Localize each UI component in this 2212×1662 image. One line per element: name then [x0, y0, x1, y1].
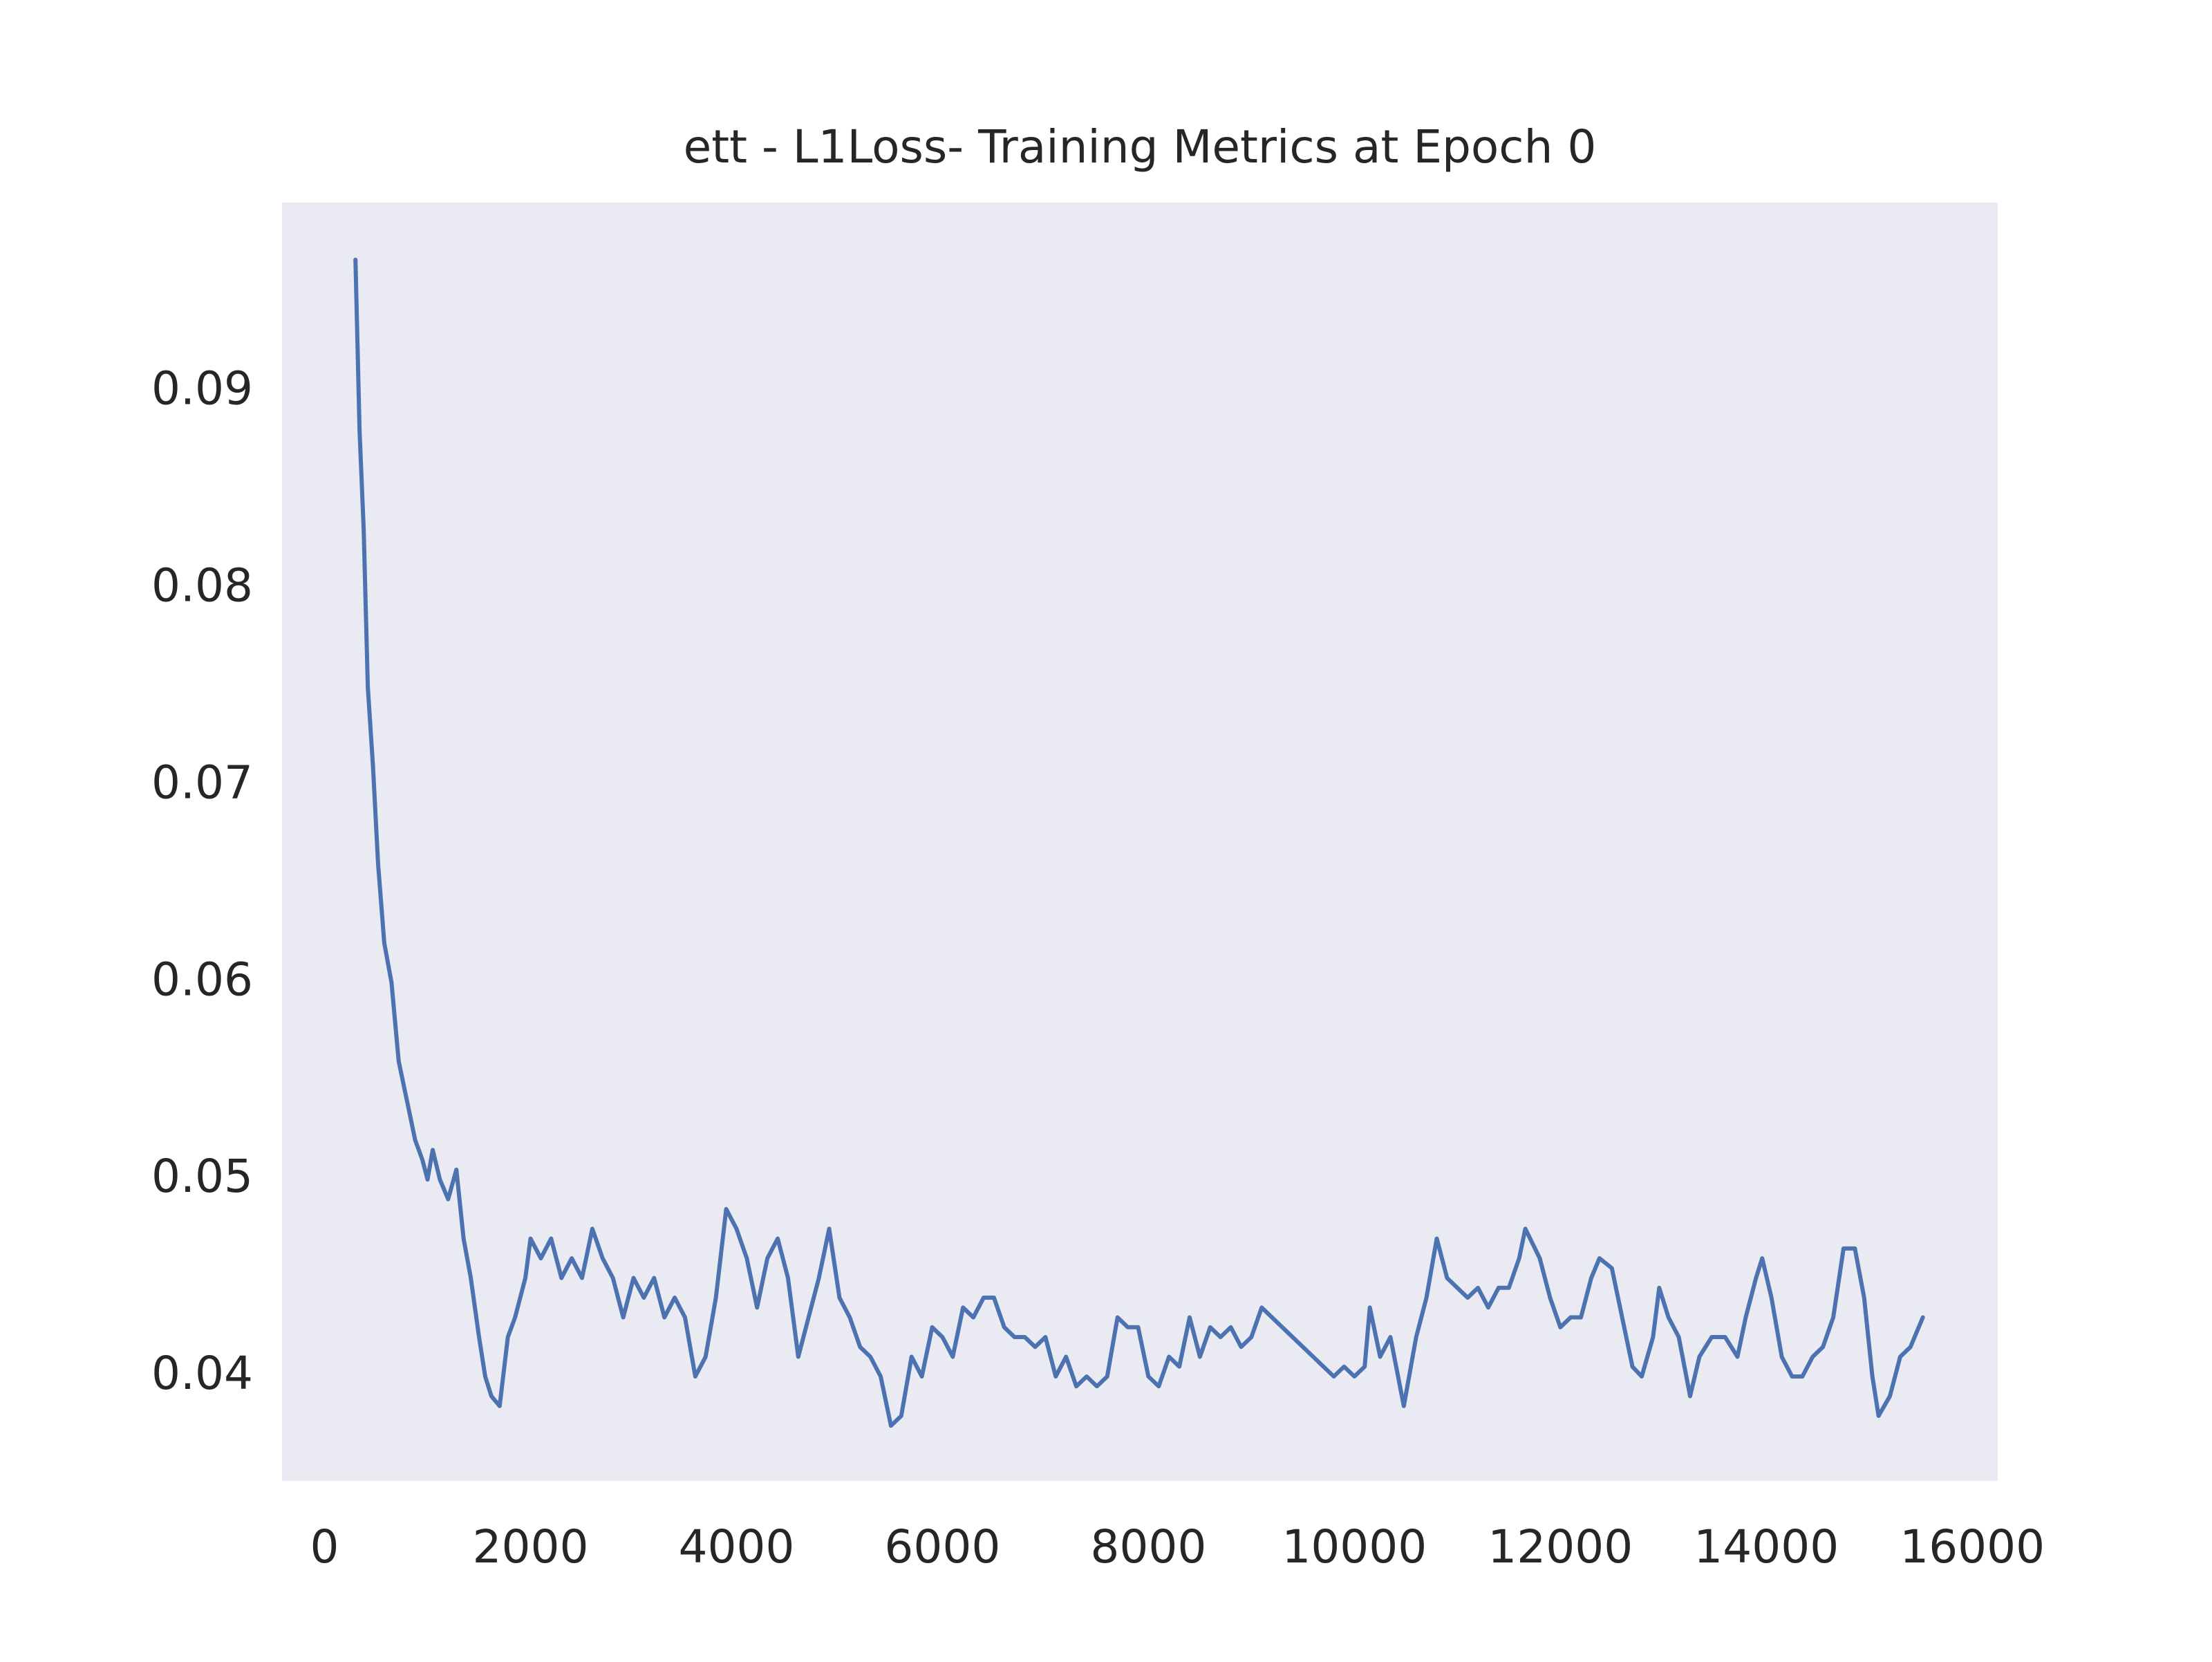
y-tick-label: 0.05 — [151, 1150, 253, 1203]
x-tick-label: 10000 — [1282, 1520, 1427, 1574]
x-tick-label: 4000 — [678, 1520, 794, 1574]
y-tick-label: 0.08 — [151, 559, 253, 612]
y-tick-label: 0.04 — [151, 1347, 253, 1400]
y-tick-label: 0.07 — [151, 756, 253, 809]
plot-area — [282, 203, 1998, 1481]
x-tick-label: 2000 — [473, 1520, 589, 1574]
x-tick-label: 0 — [310, 1520, 339, 1574]
chart-title: ett - L1Loss- Training Metrics at Epoch … — [684, 120, 1597, 174]
loss-line — [353, 257, 1925, 1428]
x-tick-label: 14000 — [1694, 1520, 1839, 1574]
y-tick-label: 0.09 — [151, 362, 253, 416]
x-tick-label: 16000 — [1900, 1520, 2045, 1574]
y-tick-label: 0.06 — [151, 953, 253, 1006]
x-tick-label: 6000 — [884, 1520, 1000, 1574]
x-tick-label: 12000 — [1488, 1520, 1633, 1574]
x-tick-label: 8000 — [1090, 1520, 1206, 1574]
